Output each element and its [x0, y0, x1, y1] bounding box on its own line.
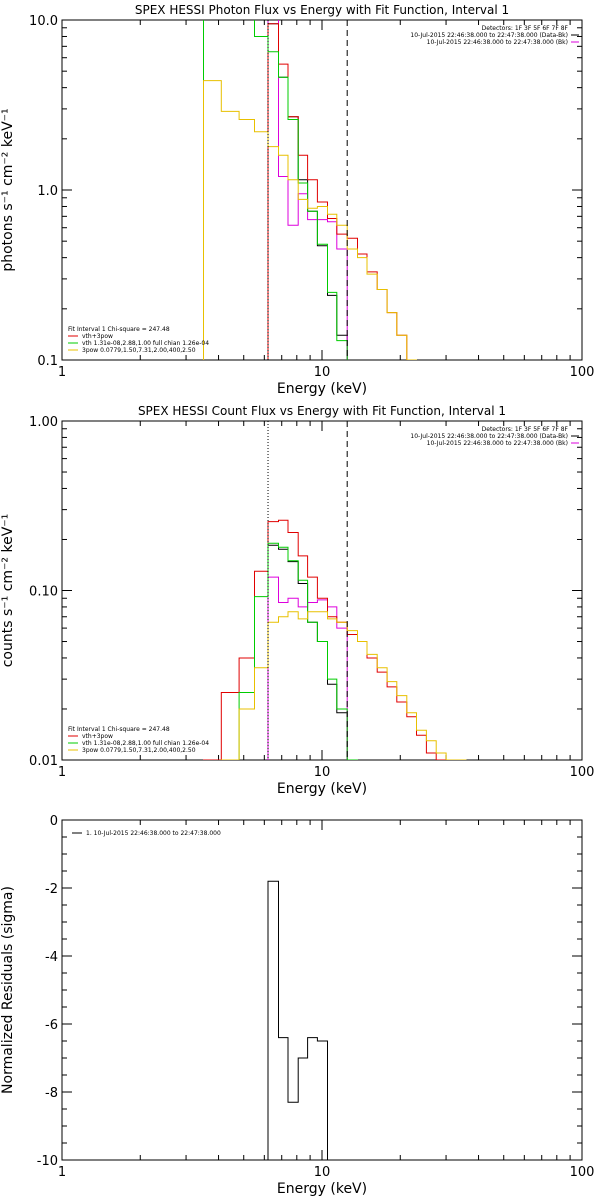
panel-3-legend-text: 1. 10-Jul-2015 22:46:38.000 to 22:47:38.…	[86, 830, 221, 837]
panel-2-fit-legend-text: 3pow 0.0779,1.50,7.31,2.00,400,2.50	[82, 747, 196, 754]
panel-2-y-tick-label: 0.01	[29, 754, 58, 769]
panel-2-top-legend-text: 10-Jul-2015 22:46:38.000 to 22:47:38.000…	[427, 440, 568, 447]
panel-3-y-tick-label: -8	[45, 1086, 58, 1101]
panel-3-x-tick-label: 1	[58, 1165, 66, 1180]
panel-3-y-axis-label: Normalized Residuals (sigma)	[0, 886, 16, 1094]
panel-2-fit-legend-text: vth 1.31e-08,2.88,1.00 full chian 1.26e-…	[82, 740, 209, 747]
panel-3-y-tick-label: -2	[45, 882, 58, 897]
panel-2-x-tick-label: 1	[58, 765, 66, 780]
panel-3-y-tick-label: -10	[37, 1154, 58, 1169]
panel-1-y-tick-label: 10.0	[29, 14, 58, 29]
panel-2-series-1	[267, 544, 358, 760]
panel-3-frame	[61, 819, 583, 1161]
panel-3-x-axis-label: Energy (keV)	[277, 1181, 367, 1197]
panel-1-y-tick-label: 0.1	[37, 354, 58, 369]
panel-2-y-axis-label: counts s⁻¹ cm⁻² keV⁻¹	[0, 514, 16, 668]
panel-2-x-tick-label: 100	[570, 765, 595, 780]
panel-2-title: SPEX HESSI Count Flux vs Energy with Fit…	[138, 404, 506, 418]
panel-1-series-5	[203, 80, 417, 360]
panel-2-x-tick-label: 10	[314, 765, 331, 780]
panel-1-top-legend-text: Detectors: 1F 3F 5F 6F 7F 8F	[482, 25, 569, 32]
panel-2-series-4	[220, 542, 358, 760]
panel-3-y-tick-label: 0	[50, 814, 58, 829]
panel-2-frame	[61, 420, 583, 761]
panel-1-frame	[61, 19, 583, 361]
panel-1-top-legend-text: 10-Jul-2015 22:46:38.000 to 22:47:38.000…	[427, 39, 568, 46]
panel-1-fit-legend-text: Fit Interval 1 Chi-square = 247.48	[68, 326, 170, 333]
panel-3-y-tick-label: -6	[45, 1018, 58, 1033]
panel-1-x-tick-label: 100	[570, 365, 595, 380]
panel-2-series-5	[220, 611, 467, 760]
panel-2-top-legend-text: 10-Jul-2015 22:46:38.000 to 22:47:38.000…	[410, 433, 568, 440]
panel-1-fit-legend-text: vth+3pow	[82, 333, 113, 340]
panel-2-y-tick-label: 1.00	[29, 415, 58, 430]
panel-3-x-tick-label: 100	[570, 1165, 595, 1180]
panel-1-title: SPEX HESSI Photon Flux vs Energy with Fi…	[135, 3, 509, 17]
panel-1-x-axis-label: Energy (keV)	[277, 381, 367, 397]
panel-2-fit-legend-text: Fit Interval 1 Chi-square = 247.48	[68, 726, 170, 733]
panel-1-y-tick-label: 1.0	[37, 184, 58, 199]
panel-1-series-4	[203, 20, 348, 360]
panel-1-x-tick-label: 1	[58, 365, 66, 380]
panel-1-x-tick-label: 10	[314, 365, 331, 380]
panel-3-y-tick-label: -4	[45, 950, 58, 965]
panel-1-fit-legend-text: vth 1.31e-08,2.88,1.00 full chian 1.26e-…	[82, 340, 209, 347]
panel-1-series-1	[267, 23, 348, 360]
panel-2-x-axis-label: Energy (keV)	[277, 781, 367, 797]
panel-2-fit-legend-text: vth+3pow	[82, 733, 113, 740]
panel-2-top-legend-text: Detectors: 1F 3F 5F 6F 7F 8F	[482, 426, 569, 433]
panel-1-series-3	[267, 23, 417, 360]
panel-3-x-tick-label: 10	[314, 1165, 331, 1180]
panel-3-series-1	[267, 880, 358, 1160]
panel-1-fit-legend-text: 3pow 0.0779,1.50,7.31,2.00,400,2.50	[82, 347, 196, 354]
panel-1-y-axis-label: photons s⁻¹ cm⁻² keV⁻¹	[0, 108, 16, 271]
panel-2-series-2	[267, 576, 358, 760]
panel-1-series-2	[267, 20, 348, 360]
panel-2-y-tick-label: 0.10	[29, 585, 58, 600]
panel-1-top-legend-text: 10-Jul-2015 22:46:38.000 to 22:47:38.000…	[410, 32, 568, 39]
